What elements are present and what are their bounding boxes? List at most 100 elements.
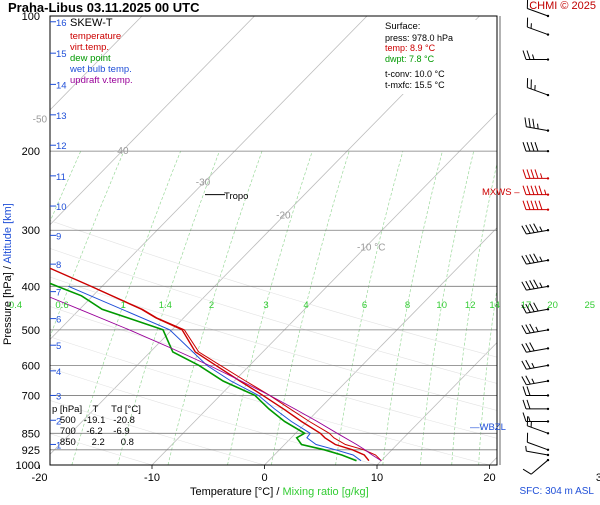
mixing-ratio-line [479,151,522,465]
isotherm-label: -50 [33,114,48,125]
mixing-ratio-line [336,151,403,465]
pressure-tick-label: 300 [22,225,40,237]
level-table-row: 850 2.2 0.8 [52,437,141,448]
wind-barb [522,224,549,234]
mixing-ratio-label: 3 [263,300,268,311]
wbzl-label: —WBZL [470,422,506,433]
altitude-tick-label: 9 [56,231,61,242]
surface-dwpt: dwpt: 7.8 °C [385,54,475,65]
wind-barb-feather [526,281,531,289]
table-cell: 700 [60,426,76,437]
wind-barb-staff [526,451,548,455]
wind-barb-feather [522,376,527,384]
surface-tmxfc: t-mxfc: 15.5 °C [385,80,475,91]
wind-barb [523,142,549,152]
wind-barb-feather [527,386,530,395]
pressure-tick-label: 500 [22,325,40,337]
mxws-label: MXWS – [482,187,520,198]
isotherm-label: -30 [196,178,211,189]
legend-item-virt-temp: virt.temp. [70,42,133,53]
wind-barb-feather [539,201,542,210]
wind-barb [527,433,549,451]
wind-barb-base [547,193,549,195]
wind-barb-feather [527,201,530,210]
wind-barb-half-feather [540,227,542,232]
altitude-tick-label: 7 [56,288,61,299]
y-axis-label: Pressure [hPa] / Altitude [km] [2,115,14,345]
wind-barb [522,324,549,334]
wind-barb-half-feather [532,363,534,368]
wind-barb-feather [527,169,530,178]
wind-barb-base [547,15,549,17]
surface-tconv: t-conv: 10.0 °C [385,69,475,80]
mixing-ratio-label: 1 [121,300,126,311]
wind-barb-feather [534,254,539,262]
wind-barb-feather [527,186,530,195]
table-cell: -6.9 [113,426,129,437]
y-axis-pressure-label: Pressure [hPa] [2,272,14,345]
level-table-row: 700 -6.2 -6.9 [52,426,141,437]
wind-barb-base [547,94,549,96]
chart-title: Praha-Libus 03.11.2025 00 UTC [8,0,199,15]
surface-temp: temp: 8.9 °C [385,43,475,54]
wind-barb-half-feather [532,379,534,384]
wind-barb-feather [523,386,526,395]
mixing-ratio-label: 4 [303,300,308,311]
wind-barb-feather [527,142,530,151]
wind-barb-feather [523,400,526,409]
legend-item-wet-bulb: wet bulb temp. [70,64,133,75]
wind-barb-base [547,329,549,331]
wind-barb-staff [527,27,548,35]
wind-barb-half-feather [540,257,542,262]
wind-barb-half-feather [536,327,538,332]
wind-barb-feather [530,324,535,332]
wind-barb [523,386,549,396]
wind-barb-feather [535,186,538,195]
isotherm-label: -10 °C [357,243,385,254]
wind-barb-half-feather [526,446,527,451]
mixing-ratio-line [383,151,443,465]
wind-barb-feather [533,119,534,128]
altitude-tick-label: 12 [56,141,67,152]
legend-title: SKEW-T [70,18,133,29]
wind-barb [522,254,549,264]
legend-item-updraft: updraft v.temp. [70,75,133,86]
wbzl-text: WBZL [480,422,506,433]
wind-barb-base [547,308,549,310]
temperature-tick-label: -20 [32,472,48,484]
wind-barb-base [547,394,549,396]
mixing-ratio-label: 12 [465,300,476,311]
sfc-elevation-label: SFC: 304 m ASL [520,486,594,497]
wind-barbs [522,0,549,474]
wind-barb-base [547,177,549,179]
wind-barb [522,376,549,385]
wind-barb [523,400,549,410]
y-axis-altitude-label: Altitude [km] [2,203,14,264]
wind-barb [527,416,549,434]
legend-item-dew-point: dew point [70,53,133,64]
dew-point-line [0,16,357,461]
wind-barb-feather [522,282,527,290]
wind-barb-base [547,449,549,451]
table-cell: 0.8 [121,437,134,448]
wind-barb-half-feather [538,124,539,129]
wind-barb-base [547,285,549,287]
wind-barb-base [547,408,549,410]
wind-barb [523,459,549,474]
wind-barb-base [547,420,549,422]
wind-barb-feather [530,254,535,262]
surface-info-box: Surface: press: 978.0 hPa temp: 8.9 °C d… [381,20,479,94]
wind-barb-feather [531,201,534,210]
altitude-tick-label: 15 [56,49,67,60]
wind-barb-feather [534,224,539,232]
pressure-tick-label: 200 [22,146,40,158]
altitude-tick-label: 10 [56,202,67,213]
wind-barb-feather [530,280,535,288]
wind-barb-feather [523,469,531,474]
wind-barb-feather [523,186,526,195]
wind-barb [523,169,549,179]
table-header-p: p [hPa] [52,404,82,415]
wind-barb-base [547,454,549,456]
legend: SKEW-T temperature virt.temp. dew point … [70,18,133,86]
